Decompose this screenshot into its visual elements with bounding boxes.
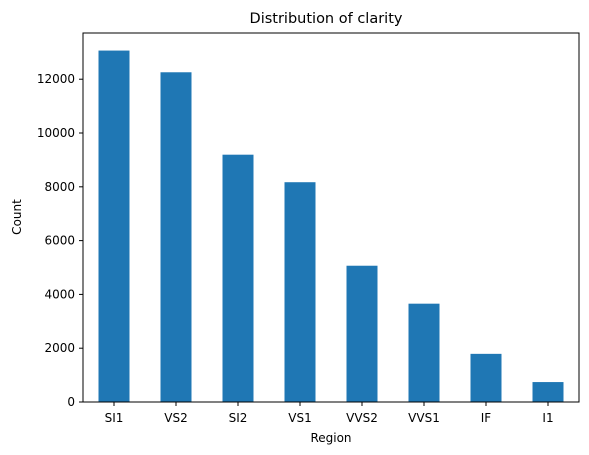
bar-vvs2 [346, 265, 378, 402]
x-tick-label: SI1 [105, 411, 124, 425]
y-tick-label: 6000 [44, 234, 75, 248]
bar-if [470, 353, 502, 402]
x-tick-label: VS2 [164, 411, 187, 425]
y-tick-label: 12000 [37, 72, 75, 86]
plot-frame [82, 32, 580, 403]
bar-vvs1 [408, 303, 440, 402]
x-tick-label: VVS2 [346, 411, 378, 425]
chart-title: Distribution of clarity [250, 11, 403, 27]
x-axis-ticks: SI1 VS2 SI2 VS1 VVS2 VVS1 IF I1 [105, 402, 554, 425]
bar-si1 [98, 50, 130, 402]
y-tick-label: 8000 [44, 180, 75, 194]
y-tick-label: 10000 [37, 126, 75, 140]
bars-group [98, 50, 564, 403]
bar-i1 [532, 382, 564, 402]
x-tick-label: SI2 [229, 411, 248, 425]
y-axis-ticks: 0 2000 4000 6000 8000 10000 12000 [37, 72, 83, 409]
bar-vs1 [284, 182, 316, 402]
y-tick-label: 0 [67, 395, 75, 409]
y-tick-label: 2000 [44, 341, 75, 355]
y-tick-label: 4000 [44, 287, 75, 301]
x-tick-label: IF [481, 411, 492, 425]
bar-si2 [222, 154, 254, 402]
x-tick-label: I1 [542, 411, 553, 425]
y-axis-label: Count [10, 199, 24, 235]
x-axis-label: Region [310, 431, 351, 445]
x-tick-label: VS1 [288, 411, 311, 425]
x-tick-label: VVS1 [408, 411, 440, 425]
bar-vs2 [160, 72, 192, 403]
